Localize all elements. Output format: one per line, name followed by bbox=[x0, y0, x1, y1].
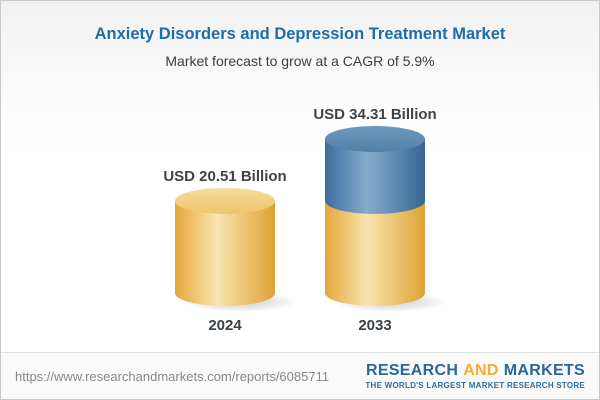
report-url-link[interactable]: https://www.researchandmarkets.com/repor… bbox=[15, 368, 330, 384]
logo-word-research: RESEARCH bbox=[366, 361, 459, 379]
footer: https://www.researchandmarkets.com/repor… bbox=[1, 352, 599, 399]
logo-wordmark: RESEARCH AND MARKETS bbox=[366, 361, 585, 379]
bar-year-label: 2033 bbox=[358, 317, 392, 334]
page-title: Anxiety Disorders and Depression Treatme… bbox=[94, 25, 506, 43]
bar-value-label: USD 20.51 Billion bbox=[163, 167, 287, 185]
cylinder-bar-2024 bbox=[175, 187, 297, 312]
research-and-markets-logo: RESEARCH AND MARKETS THE WORLD'S LARGEST… bbox=[365, 361, 585, 390]
bar-value-label: USD 34.31 Billion bbox=[313, 106, 437, 123]
page-subtitle: Market forecast to grow at a CAGR of 5.9… bbox=[165, 53, 435, 70]
logo-word-and: AND bbox=[463, 361, 499, 379]
logo-word-markets: MARKETS bbox=[503, 361, 585, 379]
logo-tagline: THE WORLD'S LARGEST MARKET RESEARCH STOR… bbox=[365, 380, 585, 390]
cylinder-bar-2033 bbox=[325, 126, 447, 312]
header: Anxiety Disorders and Depression Treatme… bbox=[1, 1, 599, 69]
bar-year-label: 2024 bbox=[208, 317, 242, 334]
